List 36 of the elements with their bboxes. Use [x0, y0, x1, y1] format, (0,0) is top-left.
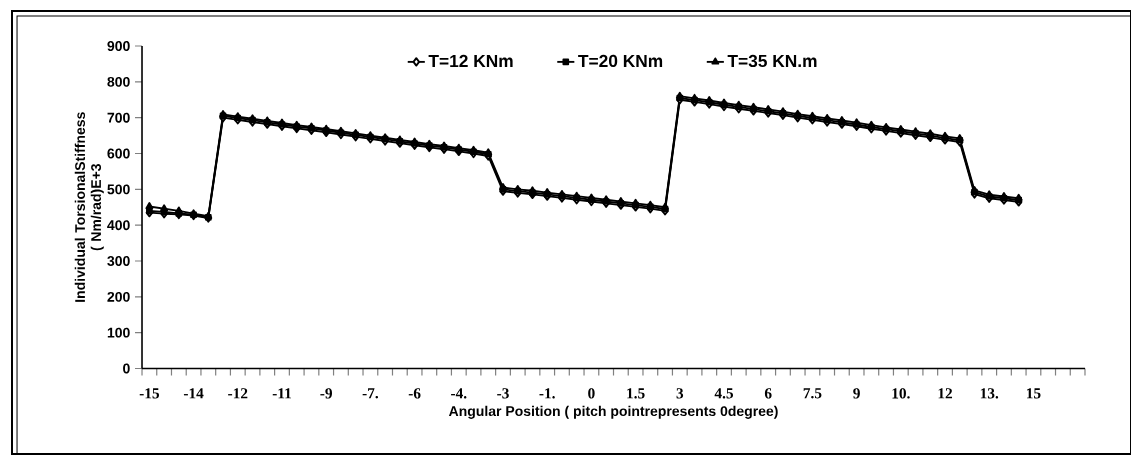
x-tick-label: -12 — [228, 388, 248, 399]
y-tick-label: 100 — [107, 327, 130, 338]
x-tick-label: -9 — [320, 388, 333, 399]
y-tick-label: 200 — [107, 291, 130, 302]
x-tick-label: -3 — [497, 388, 509, 399]
y-tick-label: 400 — [107, 220, 130, 231]
x-tick-label: 12 — [938, 388, 953, 399]
x-tick-label: -4. — [451, 388, 467, 399]
x-tick-label: -11 — [272, 388, 291, 399]
x-tick-label: 15 — [1026, 388, 1041, 399]
y-tick-label: 0 — [123, 363, 130, 374]
x-tick-label: 9 — [853, 388, 860, 399]
y-axis-title: Individual TorsionalStiffness ( Nm/rad)E+3 — [74, 112, 104, 302]
x-tick-label: -14 — [183, 388, 204, 399]
x-tick-label: -15 — [139, 388, 160, 399]
x-tick-label: -7. — [362, 388, 379, 399]
x-tick-label: 1.5 — [627, 388, 645, 399]
x-tick-label: 10. — [892, 388, 910, 399]
x-tick-label: 13. — [980, 388, 999, 399]
y-tick-label: 300 — [107, 256, 130, 266]
x-tick-label: 4.5 — [714, 388, 734, 399]
y-tick-label: 700 — [107, 112, 130, 123]
y-tick-label: 600 — [107, 148, 130, 159]
y-tick-label: 800 — [107, 76, 130, 87]
x-tick-label: -1. — [539, 388, 555, 399]
x-tick-label: 7.5 — [803, 388, 822, 399]
x-tick-label: 3 — [676, 388, 684, 399]
y-tick-label: 500 — [107, 184, 130, 195]
legend-label: T=20 KNm — [578, 54, 663, 68]
x-tick-label: 6 — [764, 388, 772, 399]
x-axis-title: Angular Position ( pitch pointrepresents 0degree) — [448, 405, 778, 419]
legend-label: T=35 KN.m — [727, 54, 817, 68]
x-tick-label: 0 — [588, 388, 595, 399]
y-tick-label: 900 — [107, 41, 130, 51]
legend-label: T=12 KNm — [428, 54, 513, 67]
x-tick-label: -6 — [408, 388, 421, 399]
